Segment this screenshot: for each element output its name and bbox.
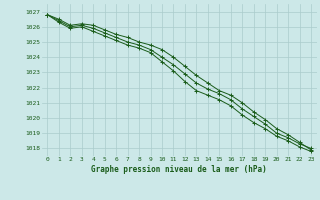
X-axis label: Graphe pression niveau de la mer (hPa): Graphe pression niveau de la mer (hPa)	[91, 165, 267, 174]
